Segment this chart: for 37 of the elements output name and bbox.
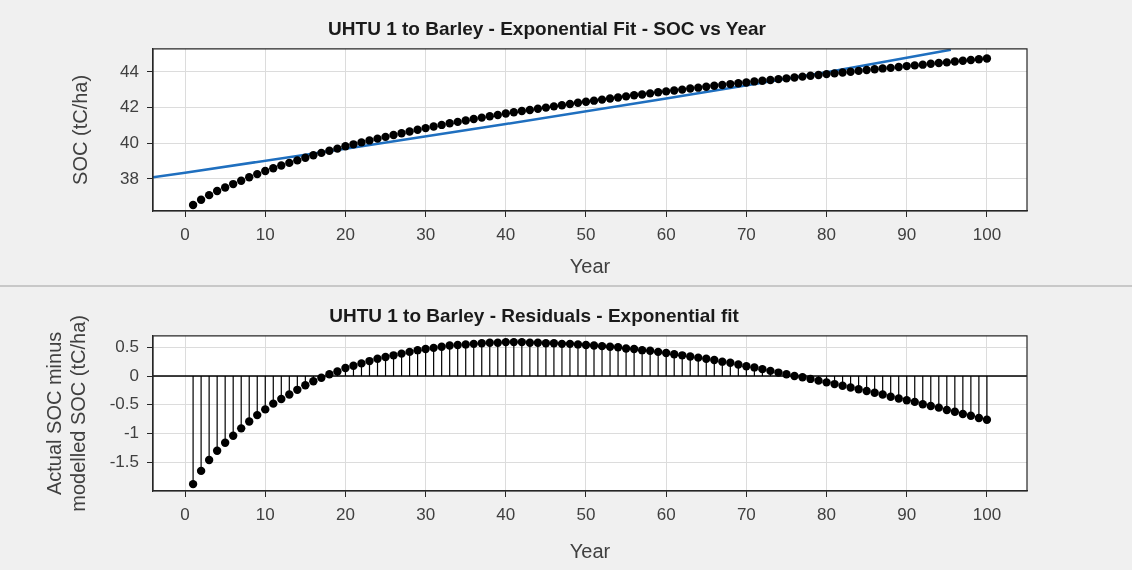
x-tick-label: 20	[335, 504, 355, 524]
x-tick-label: 50	[576, 224, 596, 244]
y-tick-label: -0.5	[109, 394, 139, 414]
chart-title: UHTU 1 to Barley - Residuals - Exponential fit	[329, 304, 740, 326]
x-tick-label: 10	[255, 224, 275, 244]
chart-title: UHTU 1 to Barley - Exponential Fit - SOC vs Year	[328, 17, 767, 39]
y-axis-title: SOC (tC/ha)	[68, 74, 91, 185]
y-tick-label: 0	[129, 365, 139, 385]
x-tick-label: 100	[972, 504, 1002, 524]
x-tick-label: 100	[972, 224, 1002, 244]
x-tick-label: 90	[897, 504, 917, 524]
x-axis-title: Year	[569, 254, 611, 277]
x-tick-label: 70	[736, 504, 756, 524]
y-tick-label: 42	[120, 97, 139, 117]
x-tick-label: 0	[180, 224, 190, 244]
x-tick-label: 50	[576, 504, 596, 524]
x-tick-label: 0	[180, 504, 190, 524]
x-tick-label: 80	[817, 224, 836, 244]
x-tick-label: 70	[736, 224, 756, 244]
y-tick-label: 40	[120, 132, 139, 152]
x-tick-label: 60	[656, 504, 676, 524]
y-tick-label: -1	[123, 423, 139, 443]
x-tick-label: 80	[817, 504, 836, 524]
x-tick-label: 20	[335, 224, 355, 244]
x-tick-label: 30	[416, 504, 436, 524]
x-tick-label: 30	[416, 224, 436, 244]
y-axis-title: Actual SOC minus modelled SOC (tC/ha)	[42, 315, 89, 512]
x-tick-label: 90	[897, 224, 917, 244]
x-tick-label: 40	[496, 504, 516, 524]
x-tick-label: 60	[656, 224, 676, 244]
x-tick-label: 10	[255, 504, 275, 524]
y-tick-label: 38	[120, 168, 139, 188]
x-axis-title: Year	[569, 539, 611, 562]
y-tick-label: -1.5	[109, 451, 139, 471]
y-tick-label: 0.5	[115, 336, 139, 356]
y-tick-label: 44	[120, 61, 139, 81]
x-tick-label: 40	[496, 224, 516, 244]
